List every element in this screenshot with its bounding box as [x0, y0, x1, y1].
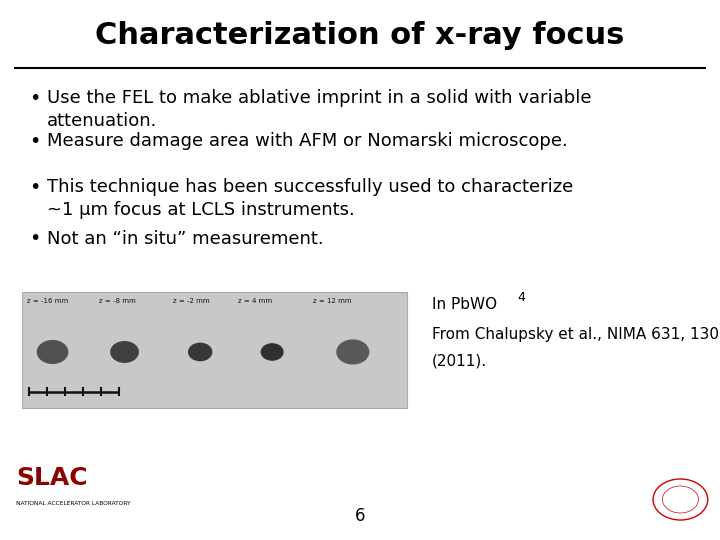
Circle shape: [337, 340, 369, 364]
Text: NATIONAL ACCELERATOR LABORATORY: NATIONAL ACCELERATOR LABORATORY: [16, 501, 130, 506]
FancyBboxPatch shape: [22, 292, 407, 408]
Text: This technique has been successfully used to characterize
~1 μm focus at LCLS in: This technique has been successfully use…: [47, 178, 573, 219]
Text: (2011).: (2011).: [432, 354, 487, 369]
Circle shape: [261, 344, 283, 360]
Circle shape: [111, 342, 138, 362]
Text: In PbWO: In PbWO: [432, 297, 497, 312]
Text: Not an “in situ” measurement.: Not an “in situ” measurement.: [47, 230, 323, 247]
Text: •: •: [29, 178, 40, 197]
Text: 4: 4: [517, 291, 525, 303]
Text: z = 12 mm: z = 12 mm: [313, 298, 352, 304]
Text: Measure damage area with AFM or Nomarski microscope.: Measure damage area with AFM or Nomarski…: [47, 132, 567, 150]
Circle shape: [189, 343, 212, 361]
Text: z = 4 mm: z = 4 mm: [238, 298, 271, 304]
Text: z = -8 mm: z = -8 mm: [99, 298, 136, 304]
Text: From Chalupsky et al., NIMA 631, 130: From Chalupsky et al., NIMA 631, 130: [432, 327, 719, 342]
Text: Use the FEL to make ablative imprint in a solid with variable
attenuation.: Use the FEL to make ablative imprint in …: [47, 89, 591, 130]
Text: z = -16 mm: z = -16 mm: [27, 298, 68, 304]
Text: SLAC: SLAC: [16, 466, 87, 490]
Text: Characterization of x-ray focus: Characterization of x-ray focus: [95, 21, 625, 50]
Text: 6: 6: [355, 507, 365, 525]
Text: •: •: [29, 89, 40, 108]
Text: •: •: [29, 132, 40, 151]
Text: •: •: [29, 230, 40, 248]
Circle shape: [37, 341, 68, 363]
Text: z = -2 mm: z = -2 mm: [173, 298, 210, 304]
